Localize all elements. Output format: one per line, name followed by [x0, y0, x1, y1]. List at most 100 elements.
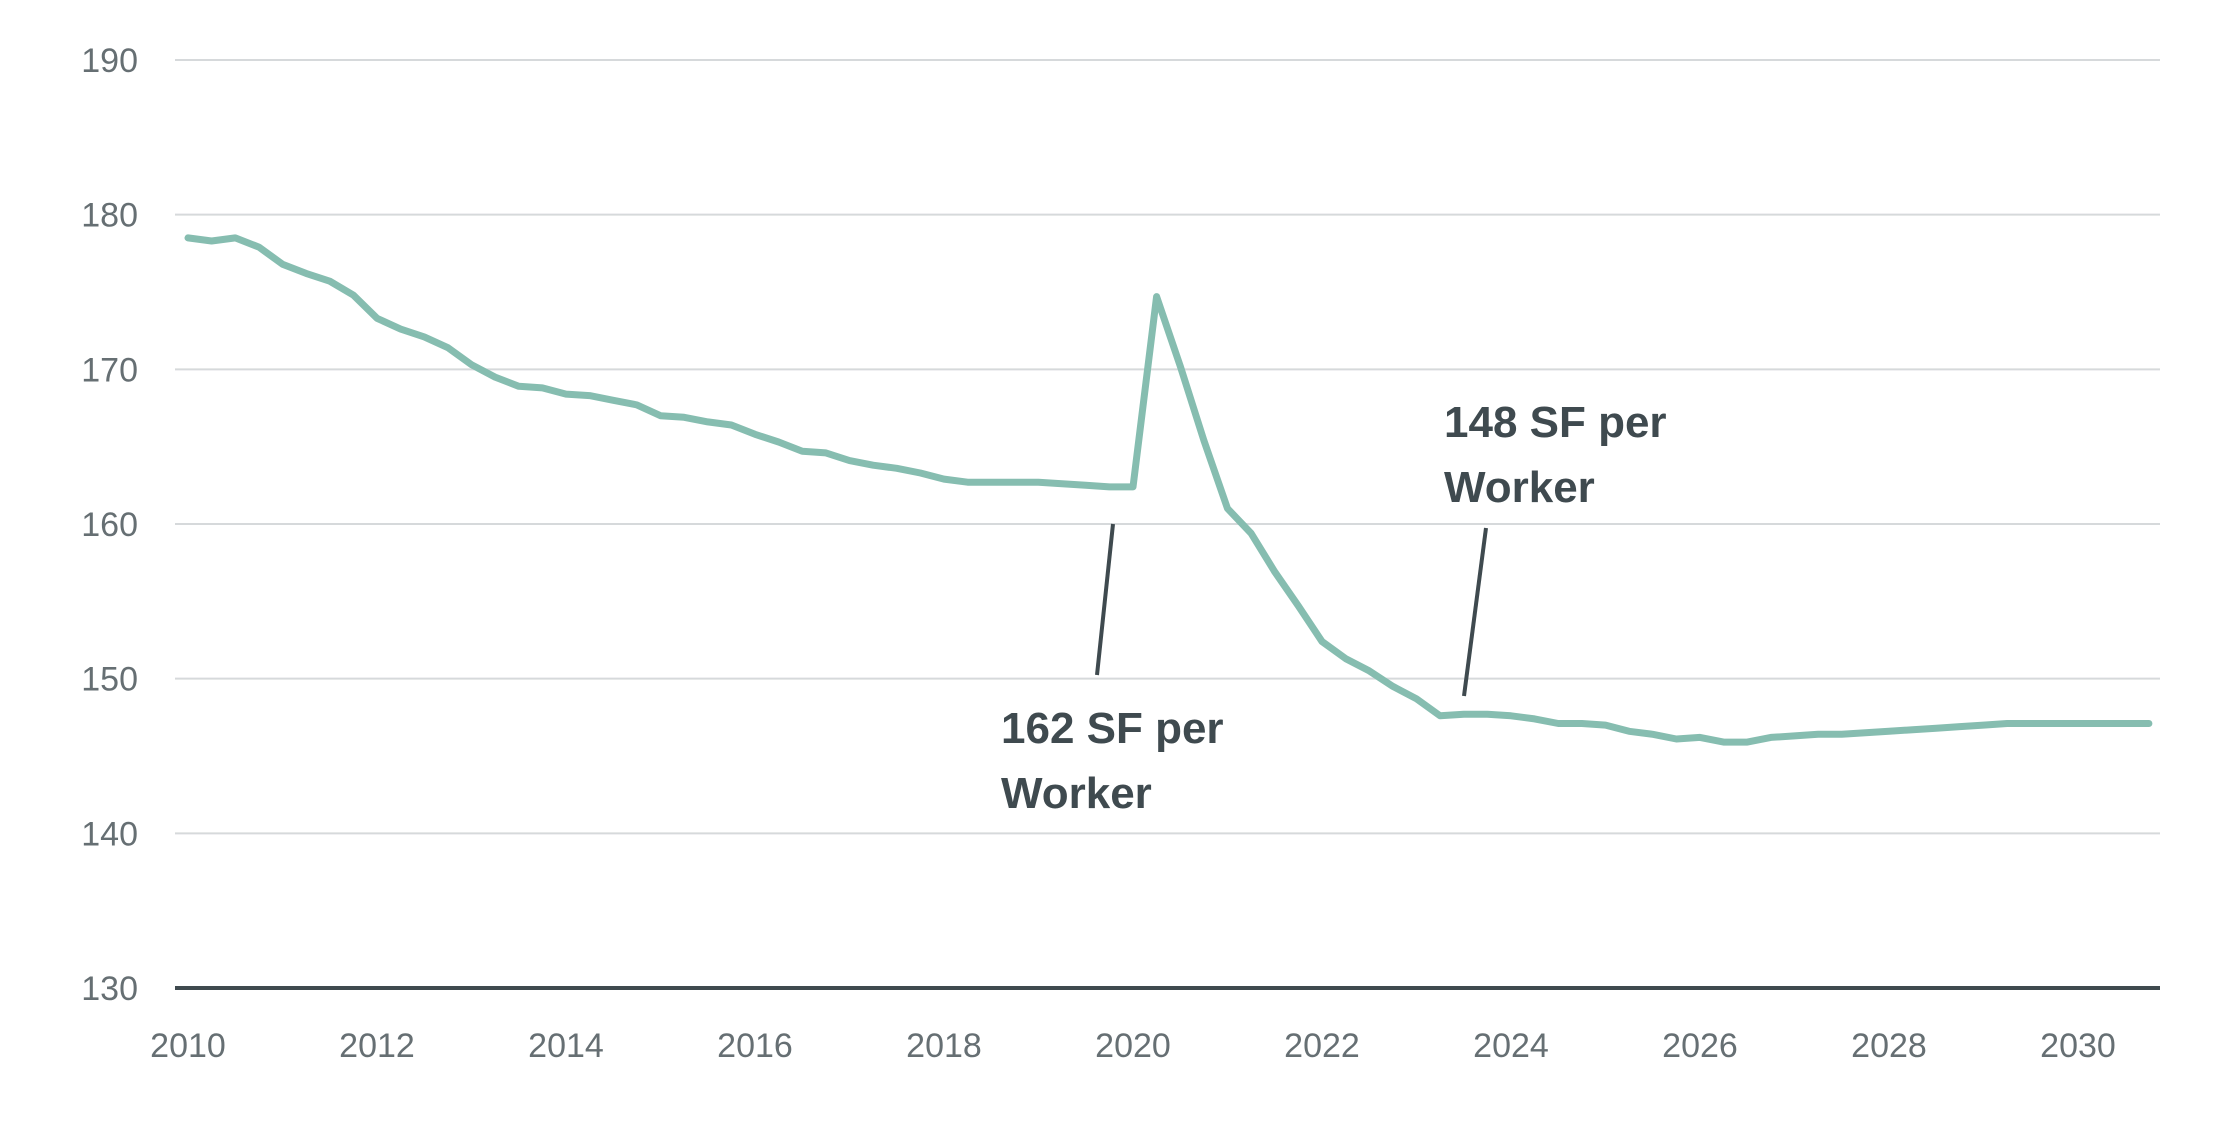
y-axis-ticks: 130 140 150 160 170 180 190: [81, 42, 138, 1008]
data-point: [1366, 668, 1372, 674]
data-point: [492, 374, 498, 380]
data-point: [1059, 481, 1065, 487]
data-point: [965, 479, 971, 485]
annotation-leader-line: [1462, 527, 1488, 697]
data-point: [1130, 484, 1136, 490]
data-point: [1697, 734, 1703, 740]
data-point: [1792, 733, 1798, 739]
data-point: [1555, 721, 1561, 727]
data-point: [1650, 731, 1656, 737]
data-point: [350, 292, 356, 298]
data-point: [1532, 716, 1538, 722]
data-point: [658, 413, 664, 419]
data-point: [847, 458, 853, 464]
data-point: [421, 334, 427, 340]
y-tick-label: 190: [81, 42, 138, 80]
data-point: [1981, 722, 1987, 728]
x-tick-label: 2010: [150, 1027, 226, 1065]
annotation-label: Worker: [1001, 769, 1152, 818]
data-point: [1177, 363, 1183, 369]
data-point: [1603, 722, 1609, 728]
data-point: [1248, 530, 1254, 536]
annotation-leader-line: [1095, 523, 1115, 676]
x-tick-label: 2014: [528, 1027, 604, 1065]
data-point: [634, 402, 640, 408]
data-point: [232, 235, 238, 241]
data-point: [2004, 721, 2010, 727]
data-point: [1839, 731, 1845, 737]
y-tick-label: 170: [81, 351, 138, 389]
data-point: [445, 345, 451, 351]
data-point: [1012, 479, 1018, 485]
data-point: [539, 385, 545, 391]
data-point: [303, 270, 309, 276]
data-point: [1201, 438, 1207, 444]
data-point: [1508, 713, 1514, 719]
data-point: [1673, 736, 1679, 742]
data-point: [681, 414, 687, 420]
annotation-label: 148 SF per: [1444, 398, 1667, 447]
data-point: [1910, 727, 1916, 733]
data-point: [1272, 569, 1278, 575]
y-tick-label: 140: [81, 815, 138, 853]
data-point: [1319, 639, 1325, 645]
data-point: [752, 431, 758, 437]
series-layer: [184, 234, 2153, 746]
data-point: [516, 383, 522, 389]
data-point: [823, 450, 829, 456]
y-tick-label: 150: [81, 661, 138, 699]
data-point: [280, 261, 286, 267]
annotation-label: Worker: [1444, 463, 1595, 512]
data-point: [327, 278, 333, 284]
data-point: [917, 470, 923, 476]
x-tick-label: 2028: [1851, 1027, 1927, 1065]
y-tick-label: 180: [81, 197, 138, 235]
data-point: [1768, 734, 1774, 740]
x-tick-label: 2018: [906, 1027, 982, 1065]
annotations: 162 SF per Worker 148 SF per Worker: [1001, 398, 1667, 818]
x-axis-ticks: 2010 2012 2014 2016 2018 2020 2022 2024 2026 2028…: [150, 1027, 2116, 1065]
data-point: [1154, 294, 1160, 300]
data-point: [1957, 724, 1963, 730]
data-point: [894, 465, 900, 471]
x-tick-label: 2012: [339, 1027, 415, 1065]
data-point: [728, 422, 734, 428]
data-point: [1721, 739, 1727, 745]
data-point: [1461, 711, 1467, 717]
data-point: [1225, 506, 1231, 512]
data-point: [988, 479, 994, 485]
x-tick-label: 2020: [1095, 1027, 1171, 1065]
data-point: [2028, 721, 2034, 727]
data-point: [1744, 739, 1750, 745]
data-point: [256, 244, 262, 250]
data-point: [870, 462, 876, 468]
data-point: [1626, 728, 1632, 734]
data-point: [1862, 730, 1868, 736]
data-point: [185, 235, 191, 241]
data-point: [1414, 696, 1420, 702]
y-tick-label: 160: [81, 506, 138, 544]
data-point: [398, 326, 404, 332]
data-point: [776, 439, 782, 445]
series-line: [184, 234, 2153, 746]
annotation-label: 162 SF per: [1001, 704, 1224, 753]
data-point: [1484, 711, 1490, 717]
x-tick-label: 2024: [1473, 1027, 1549, 1065]
data-point: [1579, 721, 1585, 727]
data-point: [587, 393, 593, 399]
data-point: [2122, 721, 2128, 727]
data-point: [563, 391, 569, 397]
data-point: [1083, 482, 1089, 488]
data-point: [1933, 725, 1939, 731]
data-point: [1036, 479, 1042, 485]
data-point: [1106, 484, 1112, 490]
data-point: [1437, 713, 1443, 719]
data-point: [705, 419, 711, 425]
data-point: [2051, 721, 2057, 727]
data-point: [374, 315, 380, 321]
data-point: [1390, 683, 1396, 689]
x-tick-label: 2026: [1662, 1027, 1738, 1065]
data-point: [941, 476, 947, 482]
data-point: [469, 362, 475, 368]
